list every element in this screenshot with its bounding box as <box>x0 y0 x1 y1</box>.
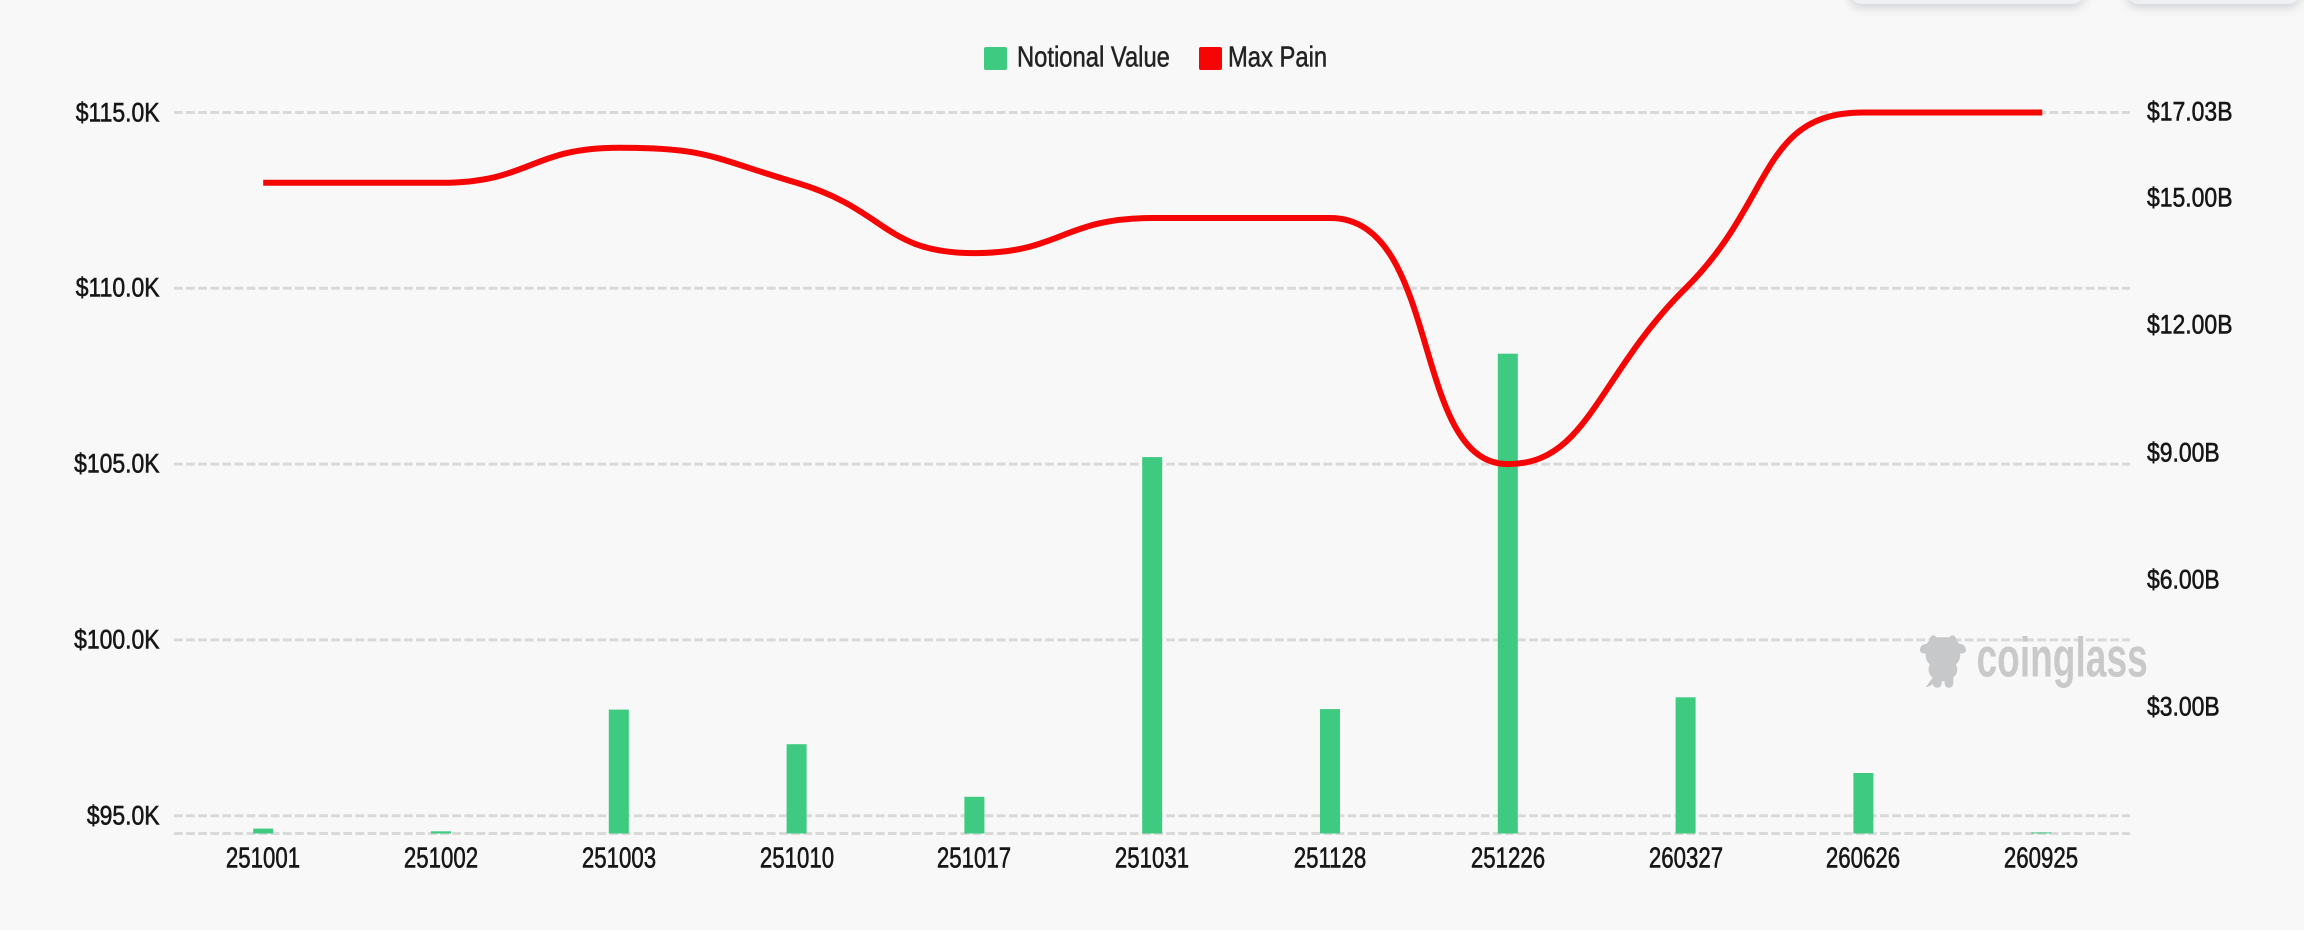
svg-text:coinglass: coinglass <box>1977 627 2148 689</box>
